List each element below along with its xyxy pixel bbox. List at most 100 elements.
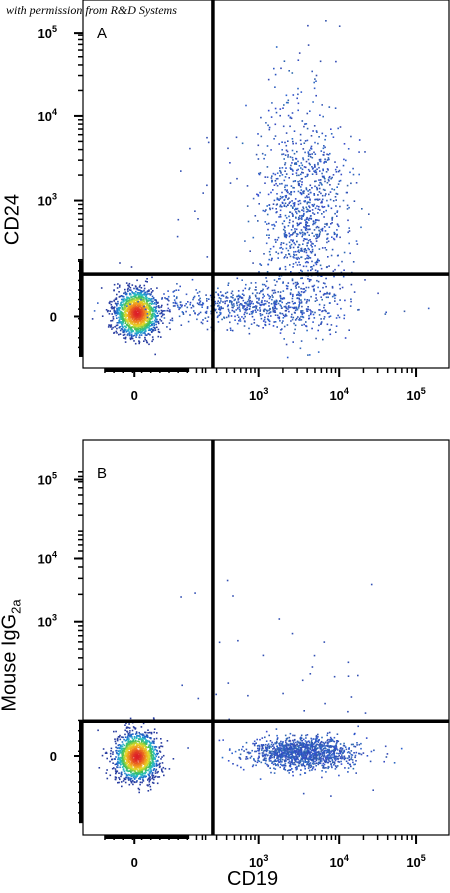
data-point	[128, 299, 130, 302]
data-point	[134, 332, 136, 334]
data-point	[248, 287, 251, 289]
data-point	[258, 203, 260, 205]
data-point	[127, 732, 130, 735]
data-point	[157, 752, 159, 755]
data-point	[290, 191, 292, 193]
data-point	[125, 774, 128, 777]
data-point	[128, 310, 131, 313]
data-point	[285, 738, 288, 741]
data-point	[118, 326, 121, 329]
data-point	[134, 314, 136, 316]
data-point	[164, 297, 166, 299]
data-point	[298, 301, 301, 303]
data-point	[313, 284, 316, 287]
data-point	[147, 332, 150, 335]
data-point	[139, 765, 142, 767]
data-point	[241, 316, 243, 318]
data-point	[320, 275, 323, 277]
data-point	[123, 747, 125, 750]
data-point	[145, 339, 148, 342]
data-point	[337, 183, 340, 185]
data-point	[287, 140, 289, 142]
data-point	[141, 753, 144, 755]
data-point	[330, 738, 333, 740]
data-point	[304, 219, 306, 221]
data-point	[143, 763, 146, 765]
population-cd19-cd24-	[229, 20, 379, 359]
data-point	[306, 329, 308, 332]
data-point	[122, 323, 124, 325]
data-point	[175, 302, 178, 305]
data-point	[142, 778, 144, 781]
x-tick-label: 104	[329, 386, 348, 403]
data-point	[150, 753, 153, 756]
data-point	[138, 744, 140, 747]
data-point	[139, 293, 142, 295]
data-point	[151, 748, 154, 750]
data-point	[289, 125, 291, 128]
data-point	[168, 310, 170, 312]
data-point	[172, 291, 175, 293]
data-point	[252, 310, 254, 312]
data-point	[198, 290, 201, 293]
data-point	[292, 744, 295, 746]
data-point	[136, 291, 139, 294]
data-point	[148, 297, 150, 300]
data-point	[138, 286, 141, 288]
data-point	[128, 774, 131, 776]
data-point	[329, 302, 331, 304]
data-point	[144, 754, 146, 757]
data-point	[155, 755, 157, 758]
data-point	[286, 742, 288, 745]
data-point	[301, 168, 304, 171]
data-point	[138, 300, 141, 303]
data-point	[145, 297, 147, 299]
data-point	[129, 299, 131, 301]
data-point	[295, 228, 298, 231]
data-point	[141, 734, 144, 737]
data-point	[282, 153, 285, 155]
data-point	[295, 207, 297, 210]
data-point	[333, 188, 336, 191]
data-point	[130, 761, 132, 764]
data-point	[297, 180, 299, 183]
data-point	[116, 738, 119, 741]
data-point	[294, 302, 296, 304]
data-point	[266, 145, 269, 147]
data-point	[290, 239, 292, 241]
data-point	[302, 210, 305, 212]
data-point	[137, 300, 139, 303]
data-point	[135, 748, 138, 750]
data-point	[253, 318, 256, 321]
data-point	[288, 758, 290, 761]
data-point	[302, 206, 304, 208]
data-point	[162, 310, 165, 312]
data-point	[288, 202, 290, 205]
data-point	[264, 321, 267, 323]
data-point	[320, 321, 323, 323]
data-point	[214, 300, 216, 303]
data-point	[143, 307, 145, 310]
data-point	[219, 291, 222, 293]
data-point	[118, 772, 120, 774]
data-point	[323, 162, 325, 164]
data-point	[124, 729, 126, 732]
data-point	[318, 229, 320, 232]
y-tick-label: 104	[38, 107, 57, 124]
y-tick-label: 0	[50, 309, 57, 324]
data-point	[289, 264, 291, 266]
data-point	[295, 216, 297, 219]
data-point	[141, 760, 143, 762]
data-point	[140, 742, 143, 744]
data-point	[124, 764, 127, 766]
data-point	[119, 756, 122, 759]
data-point	[133, 298, 136, 300]
data-point	[143, 734, 145, 737]
data-point	[142, 768, 144, 770]
data-point	[148, 327, 150, 329]
data-point	[336, 233, 338, 236]
data-point	[119, 295, 122, 298]
data-point	[287, 753, 290, 755]
data-point	[220, 306, 222, 308]
data-point	[265, 242, 268, 245]
